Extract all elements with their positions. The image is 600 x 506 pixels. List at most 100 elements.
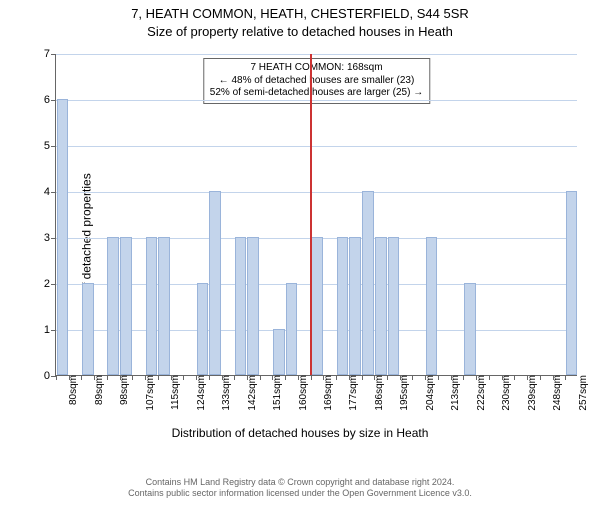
- y-tick-mark: [51, 330, 56, 331]
- plot-area: 7 HEATH COMMON: 168sqm ← 48% of detached…: [55, 54, 577, 376]
- x-tick-mark: [374, 375, 375, 380]
- x-tick-mark: [527, 375, 528, 380]
- bar: [158, 237, 170, 375]
- x-tick-mark: [120, 375, 121, 380]
- x-tick-mark: [272, 375, 273, 380]
- chart-container: { "title_line1": "7, HEATH COMMON, HEATH…: [0, 6, 600, 506]
- x-tick-mark: [69, 375, 70, 380]
- x-tick-label: 195sqm: [397, 375, 410, 411]
- x-tick-mark: [451, 375, 452, 380]
- y-tick-mark: [51, 146, 56, 147]
- x-tick-label: 257sqm: [576, 375, 589, 411]
- bar: [82, 283, 94, 375]
- x-tick-mark: [336, 375, 337, 380]
- bar: [57, 99, 69, 375]
- x-tick-mark: [476, 375, 477, 380]
- x-tick-label: 248sqm: [550, 375, 563, 411]
- x-tick-label: 239sqm: [525, 375, 538, 411]
- x-tick-mark: [196, 375, 197, 380]
- x-tick-mark: [553, 375, 554, 380]
- bar: [311, 237, 323, 375]
- x-tick-label: 177sqm: [346, 375, 359, 411]
- x-tick-mark: [540, 375, 541, 380]
- chart-title-line2: Size of property relative to detached ho…: [0, 24, 600, 40]
- bar: [362, 191, 374, 375]
- x-tick-mark: [489, 375, 490, 380]
- x-tick-mark: [400, 375, 401, 380]
- x-tick-mark: [222, 375, 223, 380]
- x-tick-mark: [514, 375, 515, 380]
- x-tick-label: 124sqm: [194, 375, 207, 411]
- x-tick-mark: [234, 375, 235, 380]
- callout-line2: ← 48% of detached houses are smaller (23…: [210, 75, 423, 88]
- y-tick-mark: [51, 284, 56, 285]
- x-tick-mark: [171, 375, 172, 380]
- gridline-h: [56, 192, 577, 193]
- bar: [375, 237, 387, 375]
- y-tick-mark: [51, 192, 56, 193]
- chart-title-line1: 7, HEATH COMMON, HEATH, CHESTERFIELD, S4…: [0, 6, 600, 22]
- callout-line1: 7 HEATH COMMON: 168sqm: [210, 62, 423, 75]
- x-tick-mark: [387, 375, 388, 380]
- x-tick-label: 204sqm: [423, 375, 436, 411]
- gridline-h: [56, 100, 577, 101]
- x-tick-mark: [132, 375, 133, 380]
- bar: [349, 237, 361, 375]
- gridline-h: [56, 54, 577, 55]
- y-tick-mark: [51, 54, 56, 55]
- x-tick-mark: [425, 375, 426, 380]
- x-tick-mark: [412, 375, 413, 380]
- x-tick-mark: [311, 375, 312, 380]
- x-tick-label: 107sqm: [143, 375, 156, 411]
- x-tick-mark: [362, 375, 363, 380]
- bar: [235, 237, 247, 375]
- y-tick-mark: [51, 100, 56, 101]
- x-tick-mark: [81, 375, 82, 380]
- footer-line2: Contains public sector information licen…: [0, 488, 600, 500]
- x-tick-label: 151sqm: [270, 375, 283, 411]
- x-tick-mark: [323, 375, 324, 380]
- bar: [273, 329, 285, 375]
- x-tick-mark: [56, 375, 57, 380]
- x-tick-mark: [260, 375, 261, 380]
- y-tick-mark: [51, 238, 56, 239]
- x-tick-mark: [298, 375, 299, 380]
- x-tick-label: 213sqm: [448, 375, 461, 411]
- x-tick-label: 186sqm: [372, 375, 385, 411]
- x-axis-label: Distribution of detached houses by size …: [0, 426, 600, 440]
- bar: [388, 237, 400, 375]
- x-tick-label: 133sqm: [219, 375, 232, 411]
- x-tick-mark: [349, 375, 350, 380]
- x-tick-mark: [285, 375, 286, 380]
- x-tick-mark: [107, 375, 108, 380]
- bar: [566, 191, 578, 375]
- x-tick-label: 230sqm: [499, 375, 512, 411]
- x-tick-mark: [158, 375, 159, 380]
- x-tick-mark: [94, 375, 95, 380]
- gridline-h: [56, 146, 577, 147]
- x-tick-mark: [247, 375, 248, 380]
- bar: [146, 237, 158, 375]
- x-tick-label: 115sqm: [168, 375, 181, 410]
- callout-line3: 52% of semi-detached houses are larger (…: [210, 87, 423, 100]
- bar: [107, 237, 119, 375]
- x-tick-mark: [183, 375, 184, 380]
- marker-line: [310, 54, 312, 375]
- x-tick-mark: [438, 375, 439, 380]
- bar: [286, 283, 298, 375]
- footer-attribution: Contains HM Land Registry data © Crown c…: [0, 477, 600, 500]
- bar: [464, 283, 476, 375]
- bar: [209, 191, 221, 375]
- x-tick-mark: [145, 375, 146, 380]
- x-tick-mark: [502, 375, 503, 380]
- bar: [337, 237, 349, 375]
- bar: [247, 237, 259, 375]
- x-tick-mark: [565, 375, 566, 380]
- x-tick-label: 222sqm: [474, 375, 487, 411]
- x-tick-label: 142sqm: [245, 375, 258, 411]
- bar: [197, 283, 209, 375]
- bar: [120, 237, 132, 375]
- callout-box: 7 HEATH COMMON: 168sqm ← 48% of detached…: [203, 58, 430, 104]
- x-tick-label: 169sqm: [321, 375, 334, 411]
- x-tick-mark: [463, 375, 464, 380]
